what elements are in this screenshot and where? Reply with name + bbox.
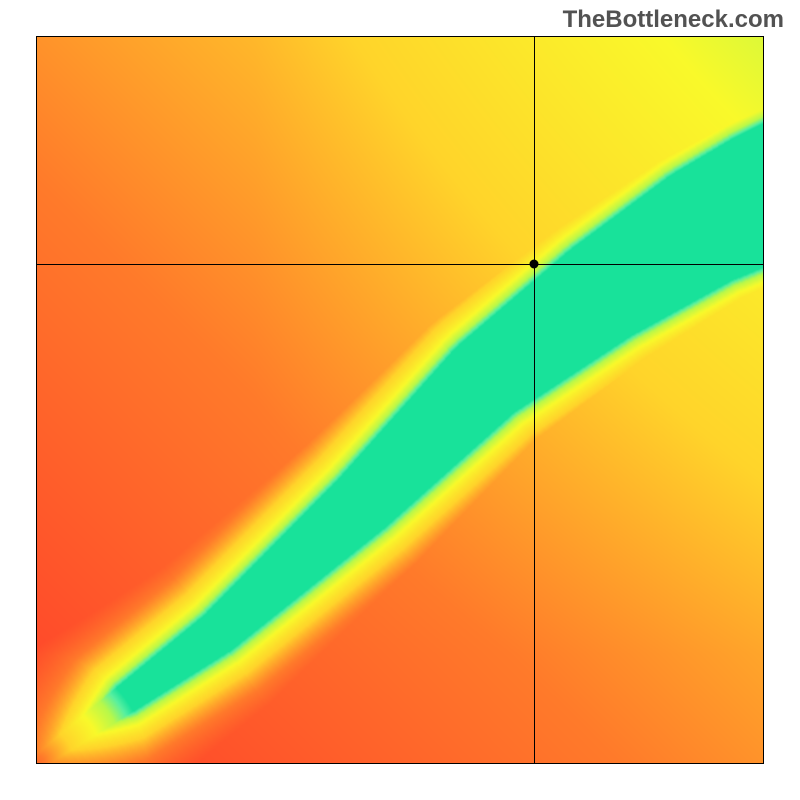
watermark-text: TheBottleneck.com [563, 6, 784, 34]
plot-area [36, 36, 764, 764]
crosshair-point [530, 260, 539, 269]
crosshair-horizontal [37, 264, 763, 265]
crosshair-vertical [534, 37, 535, 763]
bottleneck-heatmap [37, 37, 763, 763]
